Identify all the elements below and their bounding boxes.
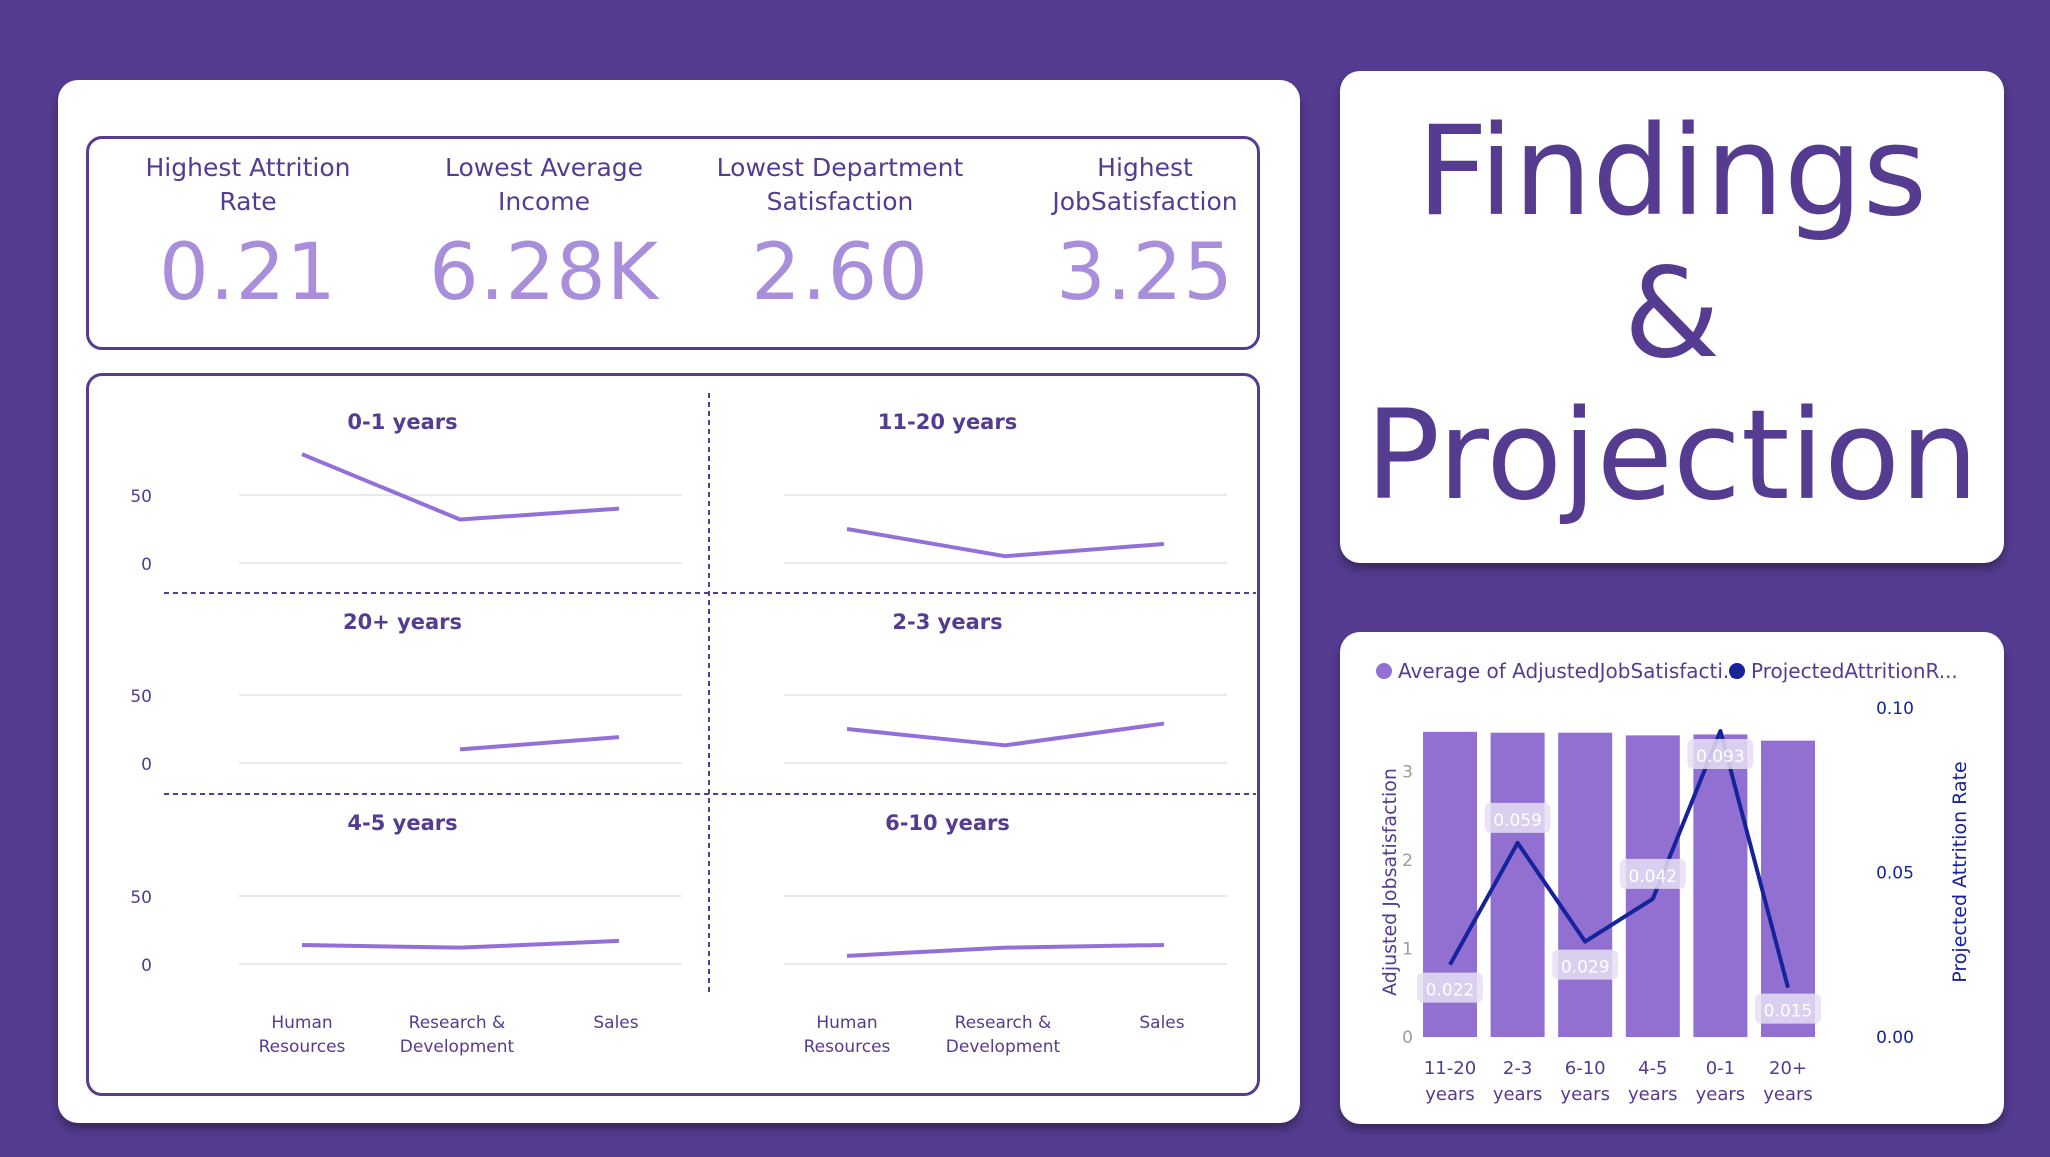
x-tick-label: 20+ years xyxy=(1763,1058,1813,1105)
y-tick-left: 2 xyxy=(1402,851,1413,871)
panel-title: 0-1 years xyxy=(347,410,457,434)
series-line xyxy=(846,942,1165,958)
title-line-1: Findings xyxy=(1416,100,1928,244)
combo-bar-line-chart[interactable]: Average of AdjustedJobSatisfacti... Proje… xyxy=(1340,632,2004,1124)
title-line-2: & xyxy=(1623,242,1721,386)
data-label-bg xyxy=(1552,949,1619,980)
title-panel: Findings & Projection xyxy=(1340,71,2004,563)
panel-title: 20+ years xyxy=(343,610,462,634)
data-label-bg xyxy=(1619,858,1686,889)
series-line xyxy=(301,938,620,950)
panel-title: 4-5 years xyxy=(347,811,457,835)
small-multiple-panel: 20+ years 0 50 xyxy=(130,610,682,775)
kpi-value: 0.21 xyxy=(159,228,337,318)
bar xyxy=(1490,732,1545,1037)
y-tick-right: 0.05 xyxy=(1876,864,1914,884)
x-tick-label: Research & Development xyxy=(946,1013,1061,1057)
legend-label: ProjectedAttritionR... xyxy=(1751,659,1958,683)
bar xyxy=(1693,734,1748,1037)
x-tick-label: 2-3 years xyxy=(1493,1058,1543,1105)
data-label-bg xyxy=(1417,972,1483,1003)
small-multiple-panel: 6-10 years xyxy=(784,811,1227,965)
kpi-value: 3.25 xyxy=(1056,228,1234,318)
data-label-bg xyxy=(1755,993,1821,1024)
main-panel xyxy=(58,80,1300,1123)
kpi-highest-attrition[interactable]: Highest Attrition Rate 0.21 xyxy=(98,151,398,323)
x-tick-label: 6-10 years xyxy=(1560,1058,1610,1105)
y-tick-left: 3 xyxy=(1402,763,1413,783)
series-line xyxy=(846,721,1165,748)
data-label: 0.029 xyxy=(1561,958,1610,978)
legend-label: Average of AdjustedJobSatisfacti... xyxy=(1398,659,1742,683)
data-label-bg xyxy=(1484,802,1551,833)
data-label: 0.059 xyxy=(1493,811,1542,831)
series-line xyxy=(846,527,1165,559)
x-tick-label: 4-5 years xyxy=(1628,1058,1678,1105)
page-title: Findings & Projection xyxy=(1340,101,2004,527)
combo-chart-panel: Average of AdjustedJobSatisfacti... Proje… xyxy=(1340,632,2004,1124)
projection-line xyxy=(1448,729,1790,989)
small-multiple-panel: 11-20 years xyxy=(784,410,1227,564)
legend-marker xyxy=(1376,663,1392,679)
y-tick-label: 50 xyxy=(130,687,152,707)
y-axis-title-left: Adjusted Jobsatisfaction xyxy=(1379,768,1401,996)
title-line-3: Projection xyxy=(1365,384,1979,528)
panel-title: 2-3 years xyxy=(892,610,1002,634)
kpi-label: Lowest Average Income xyxy=(444,153,644,216)
y-tick-label: 0 xyxy=(141,755,152,775)
kpi-card-row: Highest Attrition Rate 0.21 Lowest Avera… xyxy=(86,136,1260,350)
kpi-lowest-department-satisfaction[interactable]: Lowest Department Satisfaction 2.60 xyxy=(690,151,990,323)
x-tick-label: 11-20 years xyxy=(1424,1058,1476,1105)
y-axis-title-right: Projected Attrition Rate xyxy=(1949,761,1971,982)
y-tick-label: 0 xyxy=(141,555,152,575)
kpi-highest-job-satisfaction[interactable]: Highest JobSatisfaction 3.25 xyxy=(995,151,1295,323)
data-label: 0.022 xyxy=(1426,981,1475,1001)
kpi-label: Lowest Department Satisfaction xyxy=(716,153,964,216)
series-line xyxy=(301,452,620,522)
small-multiples-frame xyxy=(86,373,1260,1096)
y-tick-right: 0.00 xyxy=(1876,1028,1914,1048)
kpi-label: Highest JobSatisfaction xyxy=(1052,153,1238,216)
y-tick-label: 50 xyxy=(130,487,152,507)
data-label-bg xyxy=(1687,739,1754,770)
legend-marker xyxy=(1729,663,1745,679)
kpi-value: 6.28K xyxy=(429,228,659,318)
data-label: 0.042 xyxy=(1628,867,1677,887)
kpi-label: Highest Attrition Rate xyxy=(145,153,351,216)
x-tick-label: Human Resources xyxy=(804,1013,891,1057)
data-label: 0.015 xyxy=(1764,1002,1813,1022)
panel-title: 6-10 years xyxy=(885,811,1010,835)
series-line xyxy=(459,735,620,752)
y-tick-label: 0 xyxy=(141,956,152,976)
x-tick-label: 0-1 years xyxy=(1696,1058,1746,1105)
bar xyxy=(1558,732,1613,1037)
data-label: 0.093 xyxy=(1696,747,1745,767)
kpi-lowest-income[interactable]: Lowest Average Income 6.28K xyxy=(394,151,694,323)
y-tick-right: 0.10 xyxy=(1876,699,1914,719)
bar xyxy=(1761,740,1815,1037)
panel-title: 11-20 years xyxy=(878,410,1017,434)
x-tick-label: Sales xyxy=(593,1013,638,1033)
kpi-value: 2.60 xyxy=(751,228,929,318)
y-tick-left: 0 xyxy=(1402,1028,1413,1048)
small-multiple-panel: 0-1 years 0 50 xyxy=(130,410,682,575)
small-multiple-panel: 2-3 years xyxy=(784,610,1227,764)
small-multiple-panel: 4-5 years 0 50 xyxy=(130,811,682,976)
x-tick-label: Sales xyxy=(1139,1013,1184,1033)
small-multiples-line-chart[interactable]: 0-1 years 0 50 11-20 years 20+ years 0 50 2-3 y… xyxy=(86,373,1260,1096)
y-tick-label: 50 xyxy=(130,888,152,908)
x-tick-label: Research & Development xyxy=(400,1013,515,1057)
x-tick-label: Human Resources xyxy=(259,1013,346,1057)
y-tick-left: 1 xyxy=(1402,940,1413,960)
